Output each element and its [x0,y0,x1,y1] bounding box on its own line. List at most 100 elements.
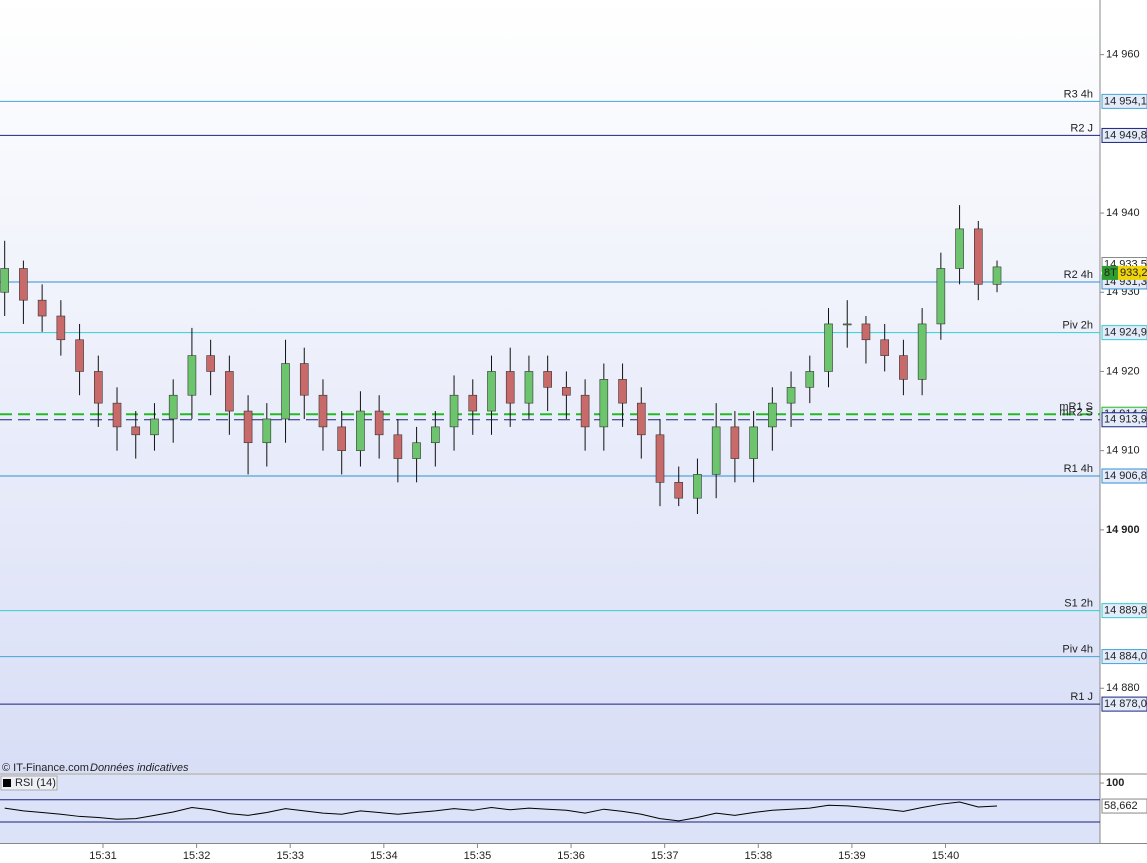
close-value: 933,2 [1120,267,1147,279]
candle-body [842,323,852,326]
candle-body [936,268,946,325]
level-value-box [1101,649,1147,665]
candle-body [880,339,889,356]
level-name: R1 J [1070,691,1093,703]
candle-body [112,402,122,428]
candle-body [206,355,215,372]
candle-body [374,410,384,436]
x-tick-label: 15:34 [370,850,398,862]
x-tick-label: 15:38 [745,850,773,862]
candle-body [580,394,590,428]
candle-body [955,228,964,269]
candle-body [318,394,328,428]
candle-body [281,363,290,420]
level-value-box [1101,603,1147,619]
indicator-name: RSI (14) [15,777,56,789]
source: © IT-Finance.com [2,762,89,774]
candle-body [131,426,141,436]
candle-body [899,355,908,380]
candle-body [262,418,272,444]
close-tag: 8T [1104,267,1117,279]
candle-body [225,371,234,412]
indicator-icon [3,779,11,787]
level-name: R1 4h [1064,463,1093,475]
level-name: R2 4h [1064,269,1093,281]
y-tick-label: 14 960 [1106,49,1140,61]
level-value: 14 949,8 [1104,129,1147,141]
candle-body [356,410,365,451]
candle-body [150,418,159,436]
candle-body [56,315,66,341]
candle-body [0,268,9,293]
level-value-box [1101,93,1147,109]
candle-body [711,426,721,475]
candle-body [693,474,702,499]
candle-body [168,394,178,420]
x-tick-label: 15:37 [651,850,679,862]
candle-body [599,379,609,428]
candle-body [562,386,571,396]
note: Données indicatives [90,762,189,774]
candle-body [786,386,796,404]
candle-body [992,266,1002,285]
level-name: Piv 2h [1062,320,1093,332]
candle-body [468,394,478,412]
candle-body [636,402,646,436]
x-tick-label: 15:35 [464,850,492,862]
y-tick-label: 14 910 [1106,445,1140,457]
candle-body [243,410,253,444]
candle-body [187,355,197,396]
y-tick-label: 14 920 [1106,365,1140,377]
candle-body [19,268,28,301]
level-value: 14 878,0 [1104,698,1147,710]
level-value-box [1101,468,1147,484]
candle-body [75,339,84,372]
candle-body [543,371,552,388]
x-tick-label: 15:31 [89,850,117,862]
x-tick-label: 15:33 [276,850,304,862]
level-value: 14 924,9 [1104,327,1147,339]
level-value-box [1101,127,1147,143]
level-value: 14 913,9 [1104,414,1147,426]
candle-body [393,434,403,459]
candle-body [487,371,496,412]
level-value: 14 906,8 [1104,470,1147,482]
level-name: R3 4h [1064,88,1093,100]
level-value: 14 884,0 [1104,650,1147,662]
y-tick-label: 14 900 [1106,524,1140,536]
indicator-value: 58,662 [1104,800,1138,812]
level-value-box [1101,325,1147,341]
candle-body [505,371,515,404]
candle-body [749,426,758,459]
indicator-badge [0,775,58,791]
level-value-box [1101,696,1147,712]
x-tick-label: 15:40 [932,850,960,862]
candle-body [524,371,534,404]
candle-body [449,394,459,428]
indicator-line [4,801,998,822]
candle-body [861,323,871,341]
candle-body [973,228,983,285]
level-name: S1 2h [1064,598,1093,610]
candle-body [674,482,684,499]
level-name: R2 J [1070,122,1093,134]
candle-body [655,434,665,483]
candle-body [805,371,815,388]
indicator-y-tick-label: 100 [1106,777,1124,789]
level-name: mR1 S [1059,401,1093,413]
x-tick-label: 15:39 [838,850,866,862]
candle-body [299,363,309,396]
y-tick-label: 14 880 [1106,682,1140,694]
level-name: mR2 S [1059,407,1093,419]
candle-body [337,426,347,451]
level-value: 14 889,8 [1104,605,1147,617]
candle-body [431,426,440,444]
candle-body [917,323,927,380]
close-value-box [1118,265,1147,280]
level-value: 14 954,1 [1104,95,1147,107]
level-name: Piv 4h [1062,643,1093,655]
candle-body [768,402,777,428]
candle-body [618,379,627,404]
